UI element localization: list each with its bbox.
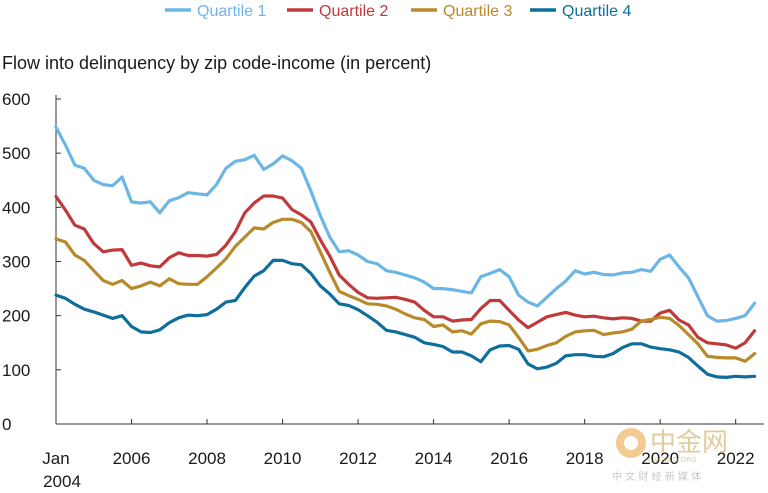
- plot-frame: [55, 95, 764, 425]
- watermark-subtext: 中 文 财 经 新 媒 体: [612, 470, 701, 483]
- watermark-logo-icon-inner: [624, 436, 638, 450]
- legend-label: Quartile 1: [197, 3, 266, 20]
- x-tick-label: 2010: [264, 449, 302, 468]
- series-lines: [54, 125, 757, 379]
- x-tick-label: 2008: [188, 449, 226, 468]
- y-tick-label: 200: [2, 307, 30, 326]
- watermark-logo: 中金网 CNGOLD.ORG 中 文 财 经 新 媒 体: [612, 428, 728, 483]
- x-tick-label: 2022: [717, 449, 755, 468]
- watermark-text: 中金网: [650, 428, 728, 458]
- x-tick-label: 2020: [641, 449, 679, 468]
- y-tick-label: 600: [2, 90, 30, 109]
- y-axis: 0 100 200 300 400 500 600: [2, 90, 61, 434]
- chart-title: Flow into delinquency by zip code-income…: [2, 53, 431, 73]
- watermark-url: CNGOLD.ORG: [648, 456, 696, 464]
- x-tick-label: 2016: [490, 449, 528, 468]
- y-tick-label: 100: [2, 361, 30, 380]
- legend: Quartile 1 Quartile 2 Quartile 3 Quartile 4: [165, 3, 631, 20]
- x-tick-label: Jan: [42, 449, 69, 468]
- y-tick-label: 500: [2, 144, 30, 163]
- y-tick-label: 0: [2, 415, 11, 434]
- series-line-quartile-4: [54, 258, 757, 379]
- x-tick-label: 2012: [339, 449, 377, 468]
- x-axis: Jan 2006 2008 2010 2012 2014 2016 2018 2020 2022 2…: [42, 419, 755, 491]
- x-tick-sublabel: 2004: [43, 472, 81, 491]
- series-line-quartile-1: [54, 125, 757, 323]
- y-tick-label: 300: [2, 253, 30, 272]
- x-tick-label: 2018: [566, 449, 604, 468]
- legend-label: Quartile 3: [443, 3, 512, 20]
- series-line-quartile-2: [54, 194, 757, 350]
- x-tick-label: 2006: [113, 449, 151, 468]
- series-line-quartile-3: [54, 217, 757, 363]
- y-tick-label: 400: [2, 198, 30, 217]
- legend-label: Quartile 2: [319, 3, 388, 20]
- legend-label: Quartile 4: [562, 3, 631, 20]
- x-tick-label: 2014: [415, 449, 453, 468]
